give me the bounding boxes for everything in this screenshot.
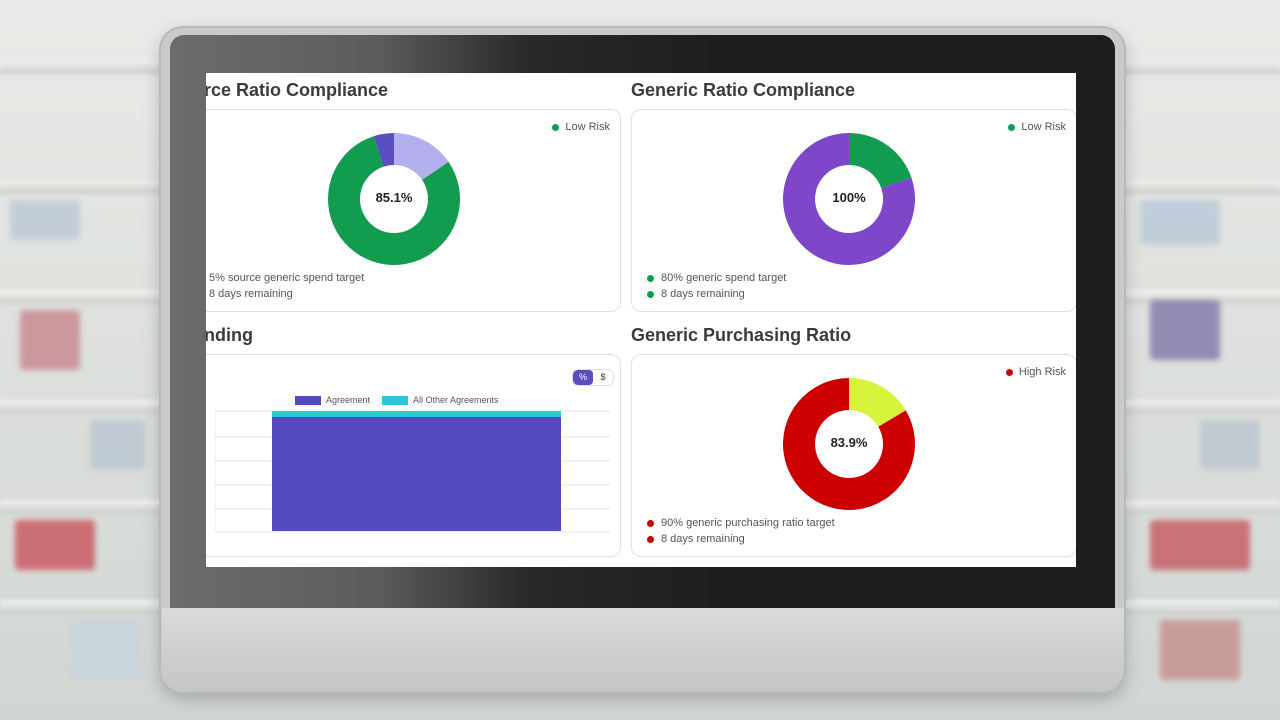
generic-purchasing-donut xyxy=(782,378,915,510)
donut-center-value: 83.9% xyxy=(830,435,868,450)
legend-label: Agreement xyxy=(326,395,371,405)
shelf-box xyxy=(10,200,80,240)
donut-segment xyxy=(327,136,460,265)
donut-segment xyxy=(782,378,915,510)
legend-swatch xyxy=(382,395,408,405)
generic-ratio-card[interactable]: Low Risk 100% 80% generic spend target 8… xyxy=(631,109,1076,312)
panel-title-generic-purchasing: Generic Purchasing Ratio xyxy=(631,325,852,345)
legend-swatch xyxy=(295,395,321,405)
spending-bar-chart xyxy=(215,410,610,533)
note-dot xyxy=(647,535,654,543)
shelf-box xyxy=(1150,300,1220,360)
risk-label: Low Risk xyxy=(1021,121,1066,133)
target-note: 5% source generic spend target xyxy=(209,272,364,284)
dollar-toggle-button[interactable]: $ xyxy=(600,372,606,382)
note-text: 8 days remaining xyxy=(661,288,745,300)
note-text: 8 days remaining xyxy=(209,288,293,300)
shelf-box xyxy=(1160,620,1240,680)
target-note: 80% generic spend target xyxy=(647,272,786,284)
monitor-chin xyxy=(162,608,1124,692)
dashboard-screen: rce Ratio Compliance Low Risk 85.1% 5% s… xyxy=(206,73,1076,567)
note-text: 90% generic purchasing ratio target xyxy=(661,517,835,529)
generic-ratio-donut xyxy=(783,133,916,265)
donut-segment xyxy=(783,133,916,265)
days-note: 8 days remaining xyxy=(209,288,293,300)
donut-center-value: 100% xyxy=(832,190,866,205)
panel-title-generic-ratio: Generic Ratio Compliance xyxy=(631,80,856,100)
donut-segment xyxy=(849,133,912,188)
donut-segment xyxy=(394,133,449,180)
panel-title-source-ratio: rce Ratio Compliance xyxy=(206,80,389,100)
shelf-box xyxy=(1140,200,1220,245)
legend-all-other: All Other Agreements xyxy=(382,395,499,405)
panel-title-spending: nding xyxy=(206,325,253,345)
status-dot xyxy=(1008,123,1016,131)
source-ratio-donut xyxy=(327,132,460,265)
generic-purchasing-card[interactable]: High Risk 83.9% 90% generic purchasing r… xyxy=(631,354,1076,557)
note-text: 8 days remaining xyxy=(661,533,745,545)
note-dot xyxy=(647,519,654,527)
shelf-box xyxy=(1150,520,1250,570)
shelf-box xyxy=(1200,420,1260,470)
spending-card[interactable]: % $ Agreement All Other Agreements xyxy=(206,354,621,557)
bar-all-other-agreements xyxy=(272,411,561,417)
donut-segment xyxy=(849,378,906,427)
shelf-box xyxy=(20,310,80,370)
shelf-box xyxy=(90,420,145,470)
days-note: 8 days remaining xyxy=(647,533,745,545)
shelf-box xyxy=(15,520,95,570)
unit-toggle[interactable]: % $ xyxy=(572,369,614,386)
risk-status: Low Risk xyxy=(552,121,610,133)
risk-status: High Risk xyxy=(1005,366,1066,378)
legend-label: All Other Agreements xyxy=(413,395,499,405)
risk-status: Low Risk xyxy=(1008,121,1066,133)
risk-label: High Risk xyxy=(1018,366,1066,378)
note-text: 5% source generic spend target xyxy=(209,272,365,284)
note-dot xyxy=(647,290,654,298)
risk-label: Low Risk xyxy=(565,121,610,133)
note-dot xyxy=(647,274,654,282)
source-ratio-card[interactable]: Low Risk 85.1% 5% source generic spend t… xyxy=(206,109,621,312)
donut-center-value: 85.1% xyxy=(375,190,413,205)
legend-agreement: Agreement xyxy=(295,395,370,405)
note-text: 80% generic spend target xyxy=(661,272,787,284)
percent-toggle-button[interactable]: % xyxy=(573,370,593,385)
target-note: 90% generic purchasing ratio target xyxy=(647,517,835,529)
days-note: 8 days remaining xyxy=(647,288,745,300)
status-dot xyxy=(552,123,560,131)
shelf-box xyxy=(70,620,140,680)
status-dot xyxy=(1005,368,1013,376)
bar-agreement xyxy=(272,417,561,531)
donut-segment xyxy=(373,132,394,167)
